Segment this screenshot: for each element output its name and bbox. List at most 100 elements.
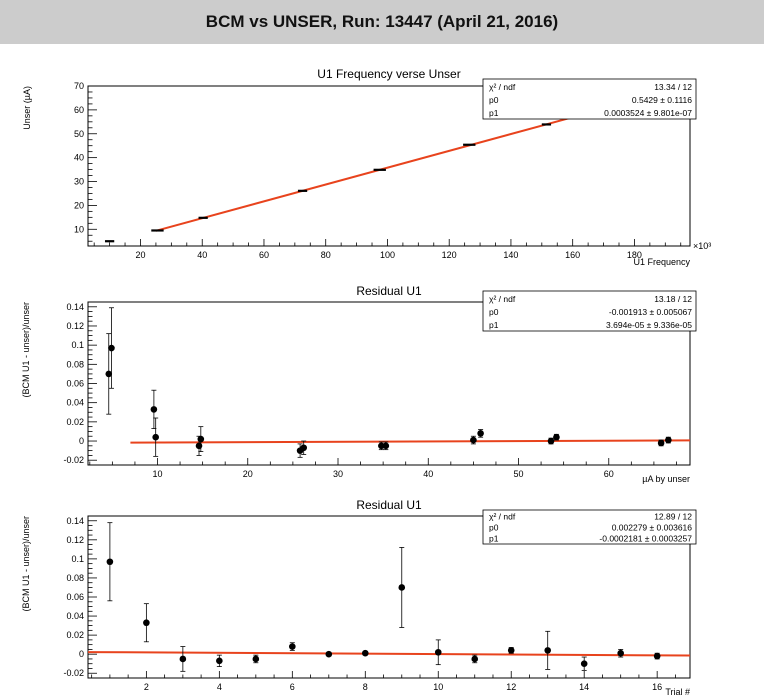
chart-1-point-7 [300, 440, 308, 455]
chart-1-y-tick-label: -0.02 [63, 455, 84, 465]
chart-2-point-6 [325, 650, 333, 658]
chart-0-title: U1 Frequency verse Unser [317, 67, 460, 81]
chart-1-point-15 [665, 436, 672, 444]
chart-0-x-tick-label: 140 [503, 250, 518, 260]
chart-residual-vs-unser: 10 20 30 40 50 60 -0.02 0 0.02 0.04 0.06 0.08 0.1 0.1… [21, 284, 697, 484]
chart-2-x-tick-label: 8 [363, 682, 368, 692]
chart-2-point-13 [580, 656, 588, 671]
chart-2-point-marker [580, 660, 588, 668]
chart-1-point-marker [665, 436, 672, 444]
chart-2-x-tick-label: 4 [217, 682, 222, 692]
chart-2-stats-box: χ² / ndf 12.89 / 12 p0 0.002279 ± 0.003616 p… [482, 509, 697, 545]
chart-2-point-marker [617, 649, 624, 657]
chart-2-point-marker [434, 648, 442, 656]
chart-2-fit-line [87, 651, 691, 657]
chart-1-point-marker [547, 437, 555, 445]
chart-1-point-marker [477, 430, 484, 437]
chart-1-y-tick-label: 0.06 [66, 379, 84, 389]
chart-0-stats-value: 13.34 / 12 [654, 82, 692, 92]
chart-1-stats-frame [482, 290, 697, 332]
chart-2-point-marker [179, 655, 187, 663]
chart-2-point-marker [289, 643, 296, 650]
chart-2-stats-label: χ² / ndf [489, 511, 516, 521]
chart-2-y-tick-label: 0.14 [66, 516, 84, 526]
chart-1-y-tick-label: 0.1 [71, 340, 84, 350]
chart-2-point-0 [106, 522, 114, 602]
chart-1-title: Residual U1 [356, 284, 422, 298]
chart-0-y-tick-label: 50 [74, 129, 84, 139]
chart-2-point-marker [143, 619, 150, 627]
chart-2-x-tick-label: 16 [652, 682, 662, 692]
chart-0-x-tick-label: 60 [259, 250, 269, 260]
chart-0-stats-value: 0.5429 ± 0.1116 [632, 95, 692, 105]
chart-1-point-marker [195, 442, 203, 450]
chart-0-y-axis-label: Unser (µA) [22, 86, 32, 130]
chart-2-x-tick-label: 10 [433, 682, 443, 692]
chart-1-stats-value: -0.001913 ± 0.005067 [609, 307, 692, 317]
chart-0-x-tick-label: 180 [627, 250, 642, 260]
chart-1-point-marker [382, 442, 390, 450]
chart-2-stats-value: 12.89 / 12 [654, 511, 692, 521]
chart-1-point-marker [657, 439, 665, 447]
chart-1-point-12 [547, 437, 555, 445]
chart-2-point-marker [653, 652, 661, 660]
chart-2-point-8 [398, 547, 406, 628]
chart-1-stats-label: χ² / ndf [489, 294, 516, 304]
chart-1-y-tick-label: 0.02 [66, 417, 84, 427]
chart-1-y-tick-label: 0.04 [66, 398, 84, 408]
chart-0-x-tick-label: 160 [565, 250, 580, 260]
chart-2-y-tick-label: 0.12 [66, 535, 84, 545]
chart-2-point-marker [361, 649, 369, 657]
chart-1-point-3 [152, 417, 159, 457]
chart-0-y-tick-label: 60 [74, 105, 84, 115]
chart-1-point-6 [296, 443, 304, 458]
chart-2-stats-value: -0.0002181 ± 0.0003257 [599, 533, 692, 543]
chart-2-x-tick-label: 12 [506, 682, 516, 692]
chart-0-stats-label: p1 [489, 108, 499, 118]
chart-1-point-marker [108, 344, 115, 352]
chart-1-x-tick-label: 30 [333, 469, 343, 479]
chart-0-stats-box: χ² / ndf 13.34 / 12 p0 0.5429 ± 0.1116 p1 0.0… [482, 78, 697, 120]
chart-1-point-marker [152, 433, 159, 441]
chart-1-point-marker [105, 370, 113, 378]
chart-2-point-marker [325, 650, 333, 658]
chart-2-point-marker [216, 657, 223, 665]
chart-0-y-tick-label: 30 [74, 177, 84, 187]
chart-2-stats-value: 0.002279 ± 0.003616 [612, 522, 693, 532]
chart-2-point-marker [398, 584, 406, 591]
chart-2-point-14 [617, 649, 624, 658]
chart-2-point-10 [471, 654, 479, 664]
chart-2-point-7 [361, 649, 369, 657]
chart-2-y-tick-label: 0.06 [66, 592, 84, 602]
chart-0-x-multiplier: ×10³ [693, 241, 711, 251]
chart-1-point-marker [378, 442, 385, 450]
chart-2-point-1 [143, 603, 150, 643]
chart-1-fit-line [130, 439, 691, 444]
chart-0-y-tick-label: 70 [74, 81, 84, 91]
chart-0-y-tick-label: 40 [74, 153, 84, 163]
chart-0-x-tick-label: 120 [442, 250, 457, 260]
page-banner: BCM vs UNSER, Run: 13447 (April 21, 2016… [0, 0, 764, 44]
chart-2-point-marker [544, 647, 552, 654]
chart-1-y-tick-label: 0 [79, 436, 84, 446]
chart-2-point-2 [179, 646, 187, 672]
chart-2-stats-label: p0 [489, 522, 499, 532]
chart-2-y-axis-label: (BCM U1 - unser)/unser [21, 516, 31, 612]
chart-0-plot-frame [87, 85, 691, 247]
chart-2-point-marker [471, 655, 479, 663]
chart-1-y-tick-label: 0.08 [66, 359, 84, 369]
chart-0-stats-value: 0.0003524 ± 9.801e-07 [604, 108, 692, 118]
chart-2-point-15 [653, 652, 661, 660]
chart-1-point-13 [553, 433, 560, 441]
chart-1-point-marker [470, 436, 477, 444]
chart-1-point-14 [657, 439, 665, 447]
chart-1-y-tick-label: 0.14 [66, 302, 84, 312]
chart-residual-vs-trial: 2 4 6 8 10 12 14 16 -0.02 0 0.02 0.04 0.06 0.08 0.1 0.1… [21, 498, 697, 697]
chart-1-point-marker [300, 444, 308, 452]
chart-2-point-marker [252, 655, 260, 663]
chart-1-point-8 [378, 441, 385, 451]
chart-1-point-11 [477, 429, 484, 438]
chart-1-x-tick-label: 50 [514, 469, 524, 479]
chart-0-y-tick-label: 20 [74, 200, 84, 210]
chart-2-point-marker [106, 558, 114, 566]
